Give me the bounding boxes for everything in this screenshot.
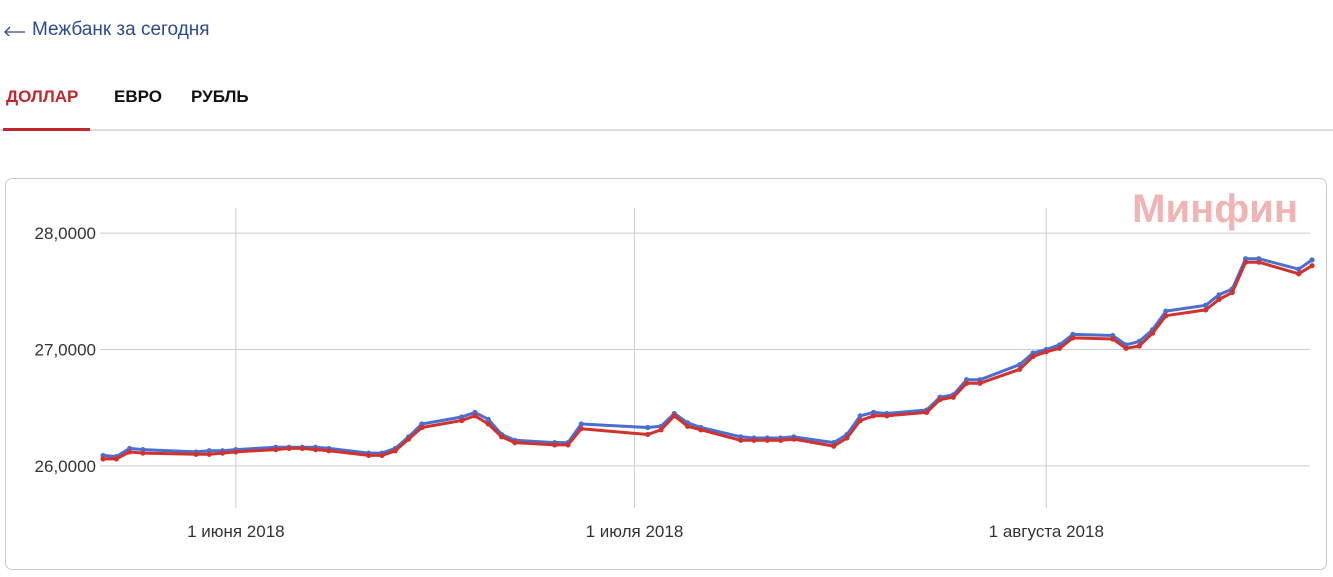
data-point <box>791 436 797 442</box>
data-point <box>1296 271 1302 277</box>
data-point <box>1309 257 1315 263</box>
data-point <box>884 413 890 419</box>
data-point <box>326 448 332 454</box>
data-point <box>658 427 664 433</box>
data-point <box>485 421 491 427</box>
data-point <box>113 456 119 462</box>
data-point <box>1203 302 1209 308</box>
data-point <box>1309 263 1315 269</box>
data-point <box>698 427 704 433</box>
data-point <box>950 394 956 400</box>
data-point <box>831 443 837 449</box>
watermark: Минфин <box>1132 187 1298 231</box>
data-point <box>552 442 558 448</box>
back-link[interactable]: Межбанк за сегодня <box>4 19 210 41</box>
tab[interactable]: ЕВРО <box>114 87 162 106</box>
data-point <box>1136 343 1142 349</box>
data-point <box>100 456 106 462</box>
tab[interactable]: РУБЛЬ <box>191 87 249 106</box>
data-point <box>405 436 412 442</box>
data-point <box>777 437 784 443</box>
data-point <box>193 451 199 457</box>
data-point <box>512 440 518 446</box>
data-point <box>1017 362 1023 368</box>
data-point <box>299 445 305 452</box>
series-line <box>102 257 1313 459</box>
data-point <box>312 447 319 453</box>
data-point <box>1229 289 1235 296</box>
data-point <box>126 449 133 455</box>
data-point <box>485 416 491 422</box>
data-point <box>684 423 691 429</box>
data-point <box>286 445 292 452</box>
data-point <box>924 409 930 415</box>
data-point <box>1056 345 1063 351</box>
x-tick-label: 1 июня 2018 <box>187 522 285 541</box>
data-point <box>645 431 651 438</box>
data-point <box>219 450 226 456</box>
data-point <box>1216 292 1222 298</box>
y-tick-label: 26,0000 <box>35 457 96 476</box>
data-point <box>419 424 425 431</box>
data-point <box>738 437 744 443</box>
data-point <box>671 413 677 419</box>
data-point <box>206 451 212 457</box>
data-point <box>1123 345 1129 351</box>
tab[interactable]: ДОЛЛАР <box>6 87 79 106</box>
data-point <box>645 424 651 431</box>
y-tick-label: 28,0000 <box>35 224 96 243</box>
data-point <box>1017 366 1023 372</box>
data-point <box>1242 259 1249 265</box>
data-point <box>366 452 372 459</box>
data-point <box>751 437 757 443</box>
data-point <box>857 417 863 424</box>
data-point <box>578 421 584 427</box>
data-point <box>1110 336 1116 342</box>
tab-bar: ДОЛЛАР ЕВРО РУБЛЬ <box>0 0 1333 131</box>
data-point <box>1163 308 1169 314</box>
data-point <box>392 448 398 454</box>
data-point <box>140 450 146 456</box>
data-point <box>844 435 850 441</box>
data-point <box>273 447 279 453</box>
data-point <box>977 380 983 386</box>
data-point <box>1256 259 1262 265</box>
data-point <box>1149 330 1156 336</box>
data-point <box>857 413 863 419</box>
back-arrow <box>4 26 25 36</box>
data-point <box>1296 266 1302 272</box>
data-point <box>870 413 877 419</box>
data-point <box>578 426 584 432</box>
data-point <box>1070 335 1076 341</box>
data-point <box>1030 353 1036 360</box>
data-point <box>1216 296 1222 303</box>
chart-card <box>5 178 1327 570</box>
data-point <box>1203 307 1209 313</box>
data-point <box>565 442 571 448</box>
data-point <box>764 437 770 443</box>
x-tick-label: 1 июля 2018 <box>586 522 684 541</box>
active-tab-indicator <box>3 128 90 131</box>
data-point <box>937 396 943 403</box>
data-point <box>233 449 239 455</box>
y-tick-label: 27,0000 <box>35 341 96 360</box>
data-point <box>1136 338 1142 344</box>
data-point <box>459 417 465 424</box>
back-link-text[interactable]: Межбанк за сегодня <box>32 19 210 40</box>
data-point <box>498 434 505 440</box>
data-point <box>1163 313 1169 319</box>
x-tick-label: 1 августа 2018 <box>989 522 1104 541</box>
data-point <box>963 380 970 386</box>
data-point <box>1043 349 1049 355</box>
data-point <box>379 452 385 459</box>
data-point <box>472 413 478 419</box>
